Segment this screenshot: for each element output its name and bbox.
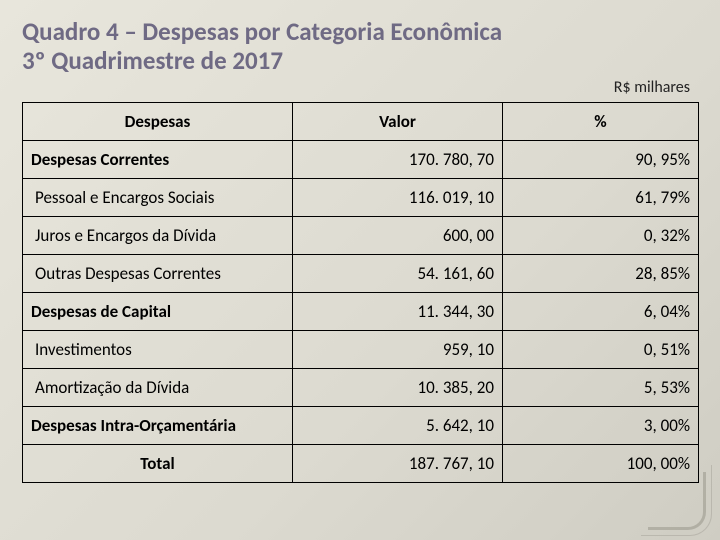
total-value: 187. 767, 10 bbox=[293, 444, 503, 482]
table-row: Despesas de Capital 11. 344, 30 6, 04% bbox=[23, 292, 699, 330]
row-pct: 6, 04% bbox=[503, 292, 699, 330]
table-row: Amortização da Dívida 10. 385, 20 5, 53% bbox=[23, 368, 699, 406]
currency-note: R$ milhares bbox=[614, 78, 690, 97]
row-label: Outras Despesas Correntes bbox=[23, 254, 293, 292]
table-row: Despesas Intra-Orçamentária 5. 642, 10 3… bbox=[23, 406, 699, 444]
table-header-row: Despesas Valor % bbox=[23, 102, 699, 140]
row-pct: 0, 51% bbox=[503, 330, 699, 368]
row-label: Despesas Correntes bbox=[23, 140, 293, 178]
row-label: Despesas Intra-Orçamentária bbox=[23, 406, 293, 444]
title-line-1: Quadro 4 – Despesas por Categoria Econôm… bbox=[22, 16, 502, 47]
row-label: Pessoal e Encargos Sociais bbox=[23, 178, 293, 216]
row-value: 170. 780, 70 bbox=[293, 140, 503, 178]
table-row: Pessoal e Encargos Sociais 116. 019, 10 … bbox=[23, 178, 699, 216]
total-label: Total bbox=[23, 444, 293, 482]
col-header-pct: % bbox=[503, 102, 699, 140]
table-total-row: Total 187. 767, 10 100, 00% bbox=[23, 444, 699, 482]
row-value: 600, 00 bbox=[293, 216, 503, 254]
row-pct: 0, 32% bbox=[503, 216, 699, 254]
col-header-valor: Valor bbox=[293, 102, 503, 140]
row-pct: 61, 79% bbox=[503, 178, 699, 216]
row-pct: 5, 53% bbox=[503, 368, 699, 406]
corner-decoration bbox=[648, 472, 706, 530]
row-value: 10. 385, 20 bbox=[293, 368, 503, 406]
table-row: Investimentos 959, 10 0, 51% bbox=[23, 330, 699, 368]
col-header-despesas: Despesas bbox=[23, 102, 293, 140]
row-pct: 90, 95% bbox=[503, 140, 699, 178]
row-pct: 28, 85% bbox=[503, 254, 699, 292]
table-row: Outras Despesas Correntes 54. 161, 60 28… bbox=[23, 254, 699, 292]
row-value: 5. 642, 10 bbox=[293, 406, 503, 444]
row-label: Amortização da Dívida bbox=[23, 368, 293, 406]
slide-container: Quadro 4 – Despesas por Categoria Econôm… bbox=[0, 0, 720, 540]
slide-title: Quadro 4 – Despesas por Categoria Econôm… bbox=[22, 18, 698, 76]
row-value: 54. 161, 60 bbox=[293, 254, 503, 292]
row-value: 11. 344, 30 bbox=[293, 292, 503, 330]
table-row: Despesas Correntes 170. 780, 70 90, 95% bbox=[23, 140, 699, 178]
row-label: Despesas de Capital bbox=[23, 292, 293, 330]
row-label: Investimentos bbox=[23, 330, 293, 368]
row-pct: 3, 00% bbox=[503, 406, 699, 444]
table-body: Despesas Correntes 170. 780, 70 90, 95% … bbox=[23, 140, 699, 482]
expenses-table: Despesas Valor % Despesas Correntes 170.… bbox=[22, 102, 699, 483]
title-line-2: 3º Quadrimestre de 2017 bbox=[22, 47, 698, 76]
table-row: Juros e Encargos da Dívida 600, 00 0, 32… bbox=[23, 216, 699, 254]
row-value: 116. 019, 10 bbox=[293, 178, 503, 216]
row-value: 959, 10 bbox=[293, 330, 503, 368]
row-label: Juros e Encargos da Dívida bbox=[23, 216, 293, 254]
